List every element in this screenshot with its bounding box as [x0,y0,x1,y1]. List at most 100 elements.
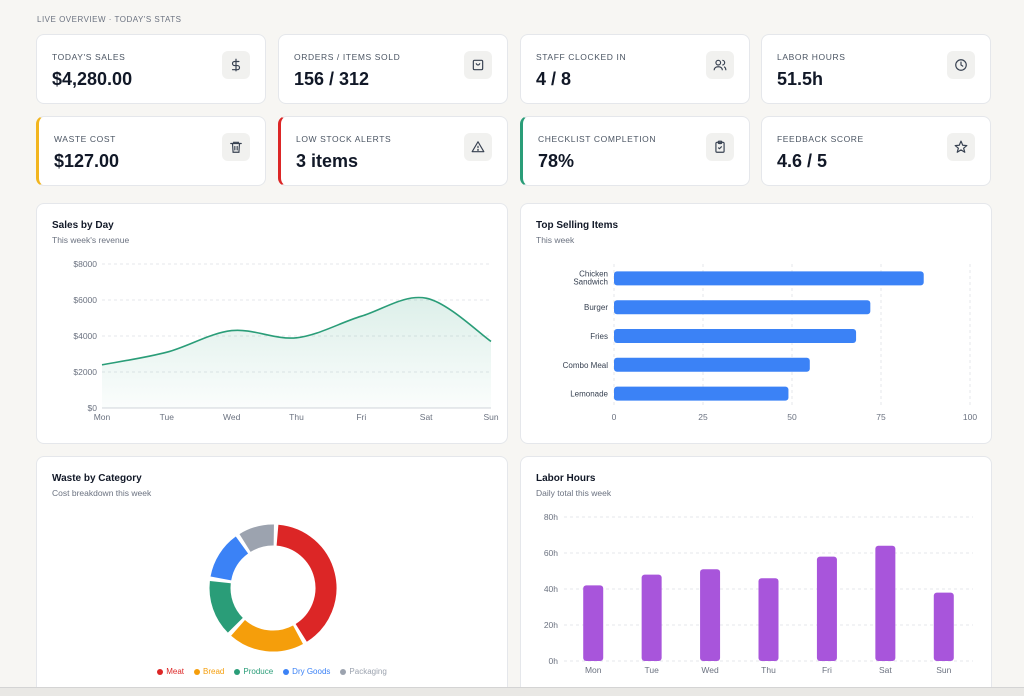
legend-label: Packaging [349,667,387,676]
stat-value: 78% [538,151,575,171]
card-subtitle: Cost breakdown this week [52,488,152,498]
x-tick-label: 75 [876,412,886,422]
stat-card-checklist: CHECKLIST COMPLETION 78% [520,116,750,186]
bar [758,578,779,661]
stat-card-sales: TODAY'S SALES $4,280.00 [36,34,266,104]
bar [614,271,924,286]
legend-item[interactable]: Produce [234,667,273,676]
stat-label: ORDERS / ITEMS SOLD [294,52,401,62]
donut-slice [209,580,244,633]
x-tick-label: Wed [223,412,241,422]
sales-line [101,296,492,366]
bar [614,329,857,343]
y-tick-label: 40h [544,584,558,594]
x-tick-label: Thu [289,412,304,422]
card-subtitle: Daily total this week [536,488,612,498]
clock-icon [947,51,975,79]
labor-hours-card: Labor Hours Daily total this week 0h 20h 4… [520,456,992,696]
bar [933,592,954,661]
clipboard-check-icon [706,133,734,161]
stat-value: 4.6 / 5 [777,151,828,171]
stat-card-staff: STAFF CLOCKED IN 4 / 8 [520,34,750,104]
y-tick-label: $8000 [73,259,97,269]
alert-triangle-icon [464,133,492,161]
page-title: LIVE OVERVIEW · TODAY'S STATS [37,15,182,24]
stat-card-orders: ORDERS / ITEMS SOLD 156 / 312 [278,34,508,104]
x-tick-label: 100 [963,412,977,422]
x-tick-label: 25 [698,412,708,422]
y-tick-label: 80h [544,512,558,522]
bar [700,569,721,661]
card-subtitle: This week's revenue [52,235,130,245]
y-tick-label: $2000 [73,367,97,377]
horizontal-scrollbar[interactable] [0,687,1024,696]
x-tick-label: Mon [94,412,111,422]
card-subtitle: This week [536,235,575,245]
bag-icon [464,51,492,79]
x-tick-label: Sun [483,412,498,422]
legend-swatch [194,668,201,675]
x-tick-label: Sat [879,665,892,675]
labor-chart: 0h 20h 40h 60h 80h Mon Tue Wed Thu Fri Sat Sun [544,512,973,675]
y-tick-label: 0h [549,656,559,666]
stat-card-waste: WASTE COST $127.00 [36,116,266,186]
card-title: Waste by Category [52,473,142,484]
category-label: Fries [590,332,608,341]
category-label: Combo Meal [563,361,609,370]
card-title: Sales by Day [52,220,114,231]
category-label: Burger [584,303,608,312]
donut-slice [231,619,303,652]
category-label: Lemonade [570,390,608,399]
donut-slice [276,524,337,642]
bar [614,300,871,315]
stat-label: TODAY'S SALES [52,52,126,62]
stat-card-labor: LABOR HOURS 51.5h [761,34,991,104]
y-tick-label: 60h [544,548,558,558]
stat-label: CHECKLIST COMPLETION [538,134,657,144]
waste-by-category-card: Waste by Category Cost breakdown this we… [36,456,508,696]
legend-item[interactable]: Bread [194,667,224,676]
legend-item[interactable]: Dry Goods [283,667,330,676]
stat-label: STAFF CLOCKED IN [536,52,627,62]
bar [614,357,810,372]
stat-value: 4 / 8 [536,69,572,89]
x-tick-label: Wed [701,665,719,675]
bar [816,556,837,661]
bar [641,574,662,661]
y-tick-label: $6000 [73,295,97,305]
x-tick-label: Thu [761,665,776,675]
top-selling-items-card: Top Selling Items This week 0 25 50 75 100 Ch… [520,203,992,444]
legend-swatch [157,668,164,675]
x-tick-label: Mon [585,665,602,675]
x-tick-label: Fri [356,412,366,422]
x-tick-label: 0 [612,412,617,422]
dollar-icon [222,51,250,79]
stat-value: $127.00 [54,151,120,171]
y-tick-label: $0 [88,403,98,413]
category-label: Sandwich [573,277,608,286]
waste-chart [209,524,337,652]
legend-swatch [340,668,347,675]
legend-swatch [234,668,241,675]
stat-card-low-stock: LOW STOCK ALERTS 3 items [278,116,508,186]
card-title: Top Selling Items [536,220,619,231]
star-icon [947,133,975,161]
x-tick-label: Tue [160,412,175,422]
stat-value: 3 items [296,151,359,171]
trash-icon [222,133,250,161]
stat-card-feedback: FEEDBACK SCORE 4.6 / 5 [761,116,991,186]
sales-by-day-card: Sales by Day This week's revenue $0 $2000… [36,203,508,444]
legend-item[interactable]: Meat [157,667,184,676]
bar [614,386,789,401]
legend-swatch [283,668,290,675]
stat-value: 156 / 312 [294,69,370,89]
x-tick-label: Sun [936,665,951,675]
x-tick-label: Sat [420,412,433,422]
stat-label: FEEDBACK SCORE [777,134,864,144]
legend-item[interactable]: Packaging [340,667,387,676]
card-title: Labor Hours [536,473,596,484]
legend-label: Dry Goods [292,667,331,676]
stat-label: WASTE COST [54,134,116,144]
stat-label: LABOR HOURS [777,52,846,62]
